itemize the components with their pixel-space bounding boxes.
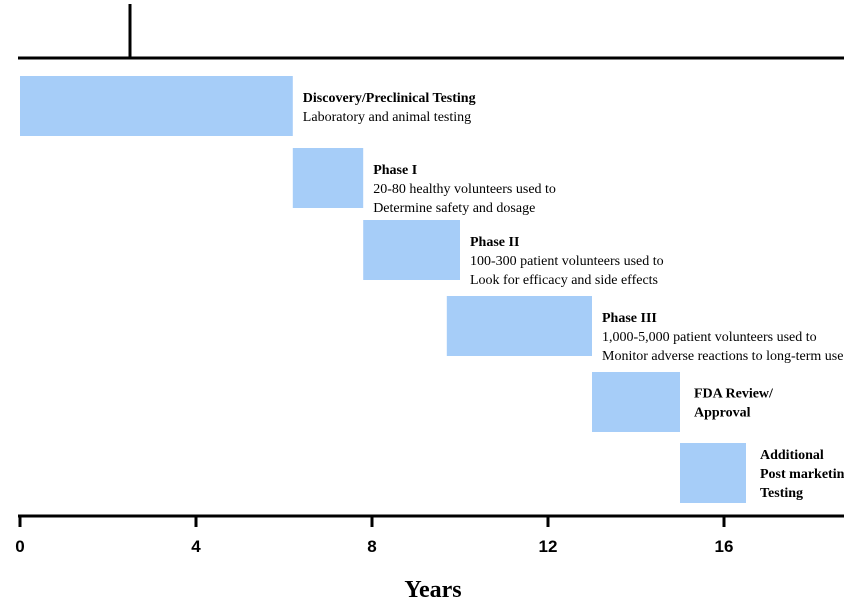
phase-bar	[292, 148, 364, 208]
phase-labels: Discovery/Preclinical Testing Laboratory …	[303, 91, 844, 501]
x-tick-label: 0	[15, 537, 24, 556]
phase-description-line: Approval	[694, 406, 751, 421]
phase-description-line: Monitor adverse reactions to long-term u…	[602, 349, 843, 364]
phase-title: Phase III	[602, 311, 657, 326]
x-tick-label: 4	[191, 537, 201, 556]
phase-description-line: 1,000-5,000 patient volunteers used to	[602, 330, 817, 345]
phase-bar	[20, 76, 293, 136]
phase-description-line: Determine safety and dosage	[373, 201, 535, 216]
phase-bars	[20, 76, 746, 503]
phase-title: FDA Review/	[694, 387, 774, 402]
phase-title: Additional	[760, 448, 824, 463]
phase-description-line: 100-300 patient volunteers used to	[470, 254, 664, 269]
phase-bar	[592, 372, 680, 432]
phase-bar	[680, 443, 746, 503]
x-tick-label: 12	[539, 537, 558, 556]
x-tick-label: 8	[367, 537, 376, 556]
x-axis-ticks: 0 4 8 12 16	[15, 516, 733, 556]
phase-title: Phase I	[373, 163, 417, 178]
phase-description-line: 20-80 healthy volunteers used to	[373, 182, 556, 197]
phase-description-line: Post marketing	[760, 467, 844, 482]
x-axis-title: Years	[404, 577, 461, 603]
phase-description-line: Laboratory and animal testing	[303, 110, 471, 125]
phase-title: Phase II	[470, 235, 519, 250]
phase-title: Discovery/Preclinical Testing	[303, 91, 476, 106]
x-tick-label: 16	[715, 537, 734, 556]
phase-bar	[446, 296, 592, 356]
phase-description-line: Testing	[760, 486, 803, 501]
phase-bar	[363, 220, 460, 280]
phase-description-line: Look for efficacy and side effects	[470, 273, 658, 288]
